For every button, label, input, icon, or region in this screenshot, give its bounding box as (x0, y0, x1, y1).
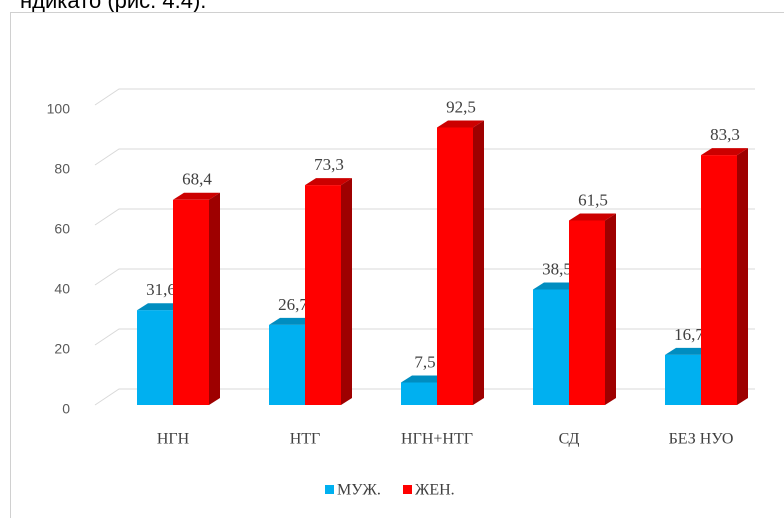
y-tick-label: 80 (54, 161, 70, 177)
legend-label: МУЖ. (337, 482, 381, 499)
context-text: ндикато (рис. 4.4). (20, 0, 206, 13)
bar (137, 310, 173, 405)
bar (533, 289, 569, 405)
bar (569, 220, 605, 405)
bar (401, 382, 437, 405)
data-label: 73,3 (314, 155, 344, 174)
data-label: 83,3 (710, 125, 740, 144)
data-label: 16,7 (674, 325, 704, 344)
grid-line (94, 208, 755, 226)
bar-top (665, 347, 712, 355)
legend-swatch (325, 485, 334, 494)
legend-swatch (403, 485, 412, 494)
bar (701, 155, 737, 405)
y-tick-label: 0 (62, 401, 70, 417)
bar-side (605, 213, 616, 405)
x-tick-label: НГН+НТГ (401, 431, 473, 448)
bar-top (401, 375, 448, 383)
bar-top (437, 120, 484, 128)
data-label: 26,7 (278, 295, 308, 314)
bar-side (737, 148, 748, 405)
bar-side (341, 178, 352, 405)
bar-top (269, 317, 316, 325)
data-label: 31,6 (146, 280, 176, 299)
y-tick-label: 60 (54, 221, 70, 237)
bar (173, 199, 209, 405)
bar (665, 354, 701, 405)
x-tick-label: БЕЗ НУО (669, 431, 734, 448)
bar-top (701, 148, 748, 156)
bar-top (173, 192, 220, 200)
x-tick-label: НГН (157, 431, 190, 448)
grid-line (94, 268, 755, 286)
chart-frame (10, 12, 784, 518)
data-label: 68,4 (182, 170, 212, 189)
bar (305, 185, 341, 405)
legend-label: ЖЕН. (415, 482, 455, 499)
y-tick-label: 100 (47, 101, 71, 117)
x-tick-label: СД (559, 431, 580, 448)
y-tick-label: 40 (54, 281, 70, 297)
bar (437, 127, 473, 405)
bar-top (305, 178, 352, 186)
bar-top (569, 213, 616, 221)
bar-side (209, 192, 220, 405)
grid-line (94, 148, 755, 166)
data-label: 61,5 (578, 190, 608, 209)
bar-top (533, 282, 580, 290)
bar-side (473, 120, 484, 405)
data-label: 7,5 (414, 352, 435, 371)
bar (269, 324, 305, 405)
grid-line (94, 88, 755, 106)
data-label: 92,5 (446, 97, 476, 116)
x-tick-label: НТГ (290, 431, 321, 448)
y-tick-label: 20 (54, 341, 70, 357)
bar-top (137, 303, 184, 311)
data-label: 38,5 (542, 259, 572, 278)
